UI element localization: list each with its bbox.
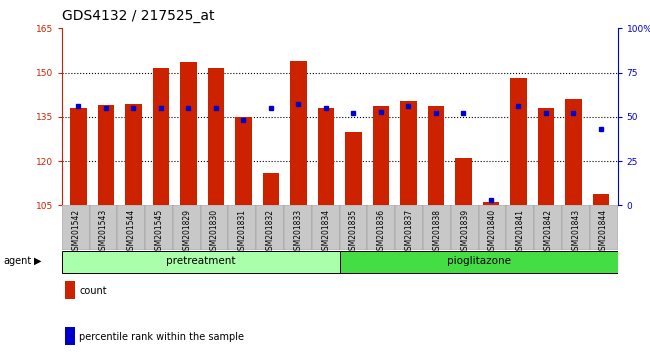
- Text: agent: agent: [3, 256, 31, 266]
- Bar: [290, 61, 307, 205]
- Text: GSM201829: GSM201829: [182, 209, 191, 255]
- Bar: [263, 173, 279, 205]
- Bar: [284, 205, 312, 250]
- Bar: [62, 251, 339, 273]
- Text: ▶: ▶: [34, 256, 42, 266]
- Bar: [339, 205, 367, 250]
- Text: GSM201830: GSM201830: [210, 209, 219, 255]
- Bar: [423, 205, 451, 250]
- Bar: [395, 205, 423, 250]
- Text: GSM201842: GSM201842: [543, 209, 552, 255]
- Bar: [62, 205, 90, 250]
- Text: GSM201840: GSM201840: [488, 209, 497, 255]
- Bar: [117, 205, 145, 250]
- Text: percentile rank within the sample: percentile rank within the sample: [79, 332, 244, 342]
- Bar: [510, 79, 526, 205]
- Text: GSM201844: GSM201844: [599, 209, 608, 255]
- Bar: [312, 205, 339, 250]
- Text: GSM201832: GSM201832: [266, 209, 275, 255]
- Text: pioglitazone: pioglitazone: [447, 256, 510, 267]
- Bar: [145, 205, 173, 250]
- Text: GSM201835: GSM201835: [349, 209, 358, 255]
- Text: GDS4132 / 217525_at: GDS4132 / 217525_at: [62, 9, 214, 23]
- Bar: [400, 101, 417, 205]
- Text: GSM201836: GSM201836: [377, 209, 386, 255]
- Bar: [478, 205, 506, 250]
- Text: GSM201833: GSM201833: [293, 209, 302, 255]
- Bar: [483, 202, 499, 205]
- Text: GSM201545: GSM201545: [155, 209, 164, 255]
- Bar: [153, 68, 169, 205]
- Text: GSM201543: GSM201543: [99, 209, 108, 255]
- Text: GSM201544: GSM201544: [127, 209, 136, 255]
- Text: pretreatment: pretreatment: [166, 256, 235, 267]
- Bar: [90, 205, 118, 250]
- Bar: [451, 205, 478, 250]
- Text: GSM201838: GSM201838: [432, 209, 441, 255]
- Bar: [180, 62, 196, 205]
- Bar: [372, 107, 389, 205]
- Text: GSM201542: GSM201542: [71, 209, 80, 255]
- Text: GSM201839: GSM201839: [460, 209, 469, 255]
- Bar: [562, 205, 590, 250]
- Text: GSM201843: GSM201843: [571, 209, 580, 255]
- Bar: [455, 158, 472, 205]
- Bar: [593, 194, 609, 205]
- Bar: [173, 205, 201, 250]
- Bar: [201, 205, 229, 250]
- Bar: [256, 205, 284, 250]
- Bar: [229, 205, 256, 250]
- Text: GSM201841: GSM201841: [515, 209, 525, 255]
- Text: GSM201831: GSM201831: [238, 209, 247, 255]
- Bar: [566, 99, 582, 205]
- Bar: [318, 108, 334, 205]
- Bar: [207, 68, 224, 205]
- Bar: [98, 105, 114, 205]
- Bar: [534, 205, 562, 250]
- Bar: [125, 104, 142, 205]
- Bar: [506, 205, 534, 250]
- Text: GSM201834: GSM201834: [321, 209, 330, 255]
- Bar: [70, 108, 86, 205]
- Bar: [590, 205, 618, 250]
- Bar: [538, 108, 554, 205]
- Bar: [345, 132, 361, 205]
- Bar: [367, 205, 395, 250]
- Bar: [235, 117, 252, 205]
- Text: GSM201837: GSM201837: [404, 209, 413, 255]
- Bar: [428, 107, 444, 205]
- Text: count: count: [79, 286, 107, 296]
- Bar: [339, 251, 618, 273]
